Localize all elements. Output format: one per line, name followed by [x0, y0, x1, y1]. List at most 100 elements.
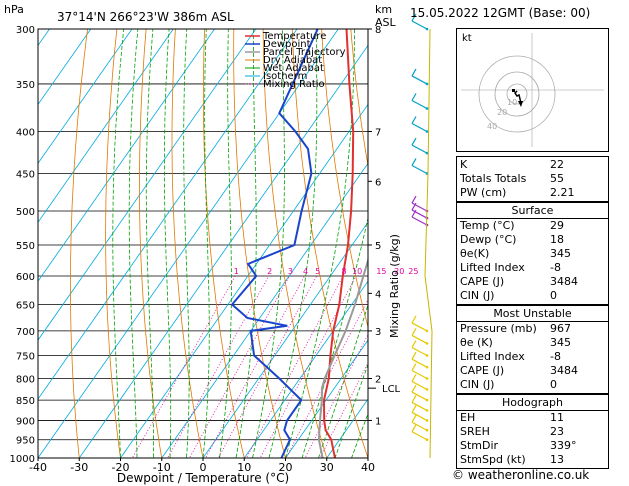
wind-profile-line: [424, 28, 433, 459]
pressure-tick-label: 850: [16, 396, 35, 407]
credit-link[interactable]: © weatheronline.co.uk: [452, 468, 590, 482]
pressure-tick-label: 600: [16, 272, 35, 283]
pressure-tick-label: 750: [16, 351, 35, 362]
legend-label-temperature: Temperature: [262, 31, 326, 42]
x-tick-label: -40: [29, 461, 47, 474]
legend-label-dry-adiabat: Dry Adiabat: [263, 55, 322, 66]
wind-barb-flag: [411, 158, 417, 166]
wind-barb-base: [425, 377, 429, 380]
isotherm-line: [38, 29, 257, 341]
wind-barb-shaft: [411, 391, 428, 401]
km-tick-label: 2: [375, 374, 381, 385]
wind-barb-base: [425, 419, 429, 422]
wind-barb-base: [425, 354, 429, 357]
isotherm-line: [38, 29, 92, 106]
x-tick-label: 10: [237, 461, 251, 474]
mixing-ratio-axis-label: Mixing Ratio (g/kg): [388, 234, 401, 338]
hodograph-ring-label-40: 40: [487, 122, 497, 131]
x-tick-label: 20: [279, 461, 293, 474]
legend-label-dewpoint: Dewpoint: [263, 39, 311, 50]
mixing-ratio-label: 15: [376, 267, 386, 276]
hodograph: kt 10 20 40: [456, 28, 609, 152]
wind-barb-base: [425, 130, 429, 133]
wind-barb-flag: [411, 363, 417, 371]
mu-row-cape: CAPE (J) 3484: [460, 364, 578, 377]
mixing-ratio-line: [304, 333, 368, 458]
dry-adiabat-line: [105, 29, 121, 458]
wind-barb-flag: [411, 384, 417, 393]
hodo-row-eh: EH 11: [460, 411, 564, 424]
pressure-tick-label: 500: [16, 207, 35, 218]
wet-adiabat-line: [145, 29, 154, 458]
pressure-tick-label: 350: [16, 80, 35, 91]
index-row-totals: Totals Totals 55: [460, 172, 564, 185]
wind-barb-shaft: [411, 346, 428, 357]
dry-adiabat-line: [291, 29, 368, 458]
wind-barb-shaft: [411, 75, 428, 85]
wet-adiabat-line: [163, 29, 172, 458]
asl-label: ASL: [375, 16, 397, 29]
wind-barb-base: [425, 151, 429, 155]
wind-barb-flag: [411, 68, 417, 77]
isotherm-line: [38, 29, 339, 458]
hodograph-indices-title: Hodograph: [502, 396, 563, 409]
wind-barb-shaft: [411, 99, 428, 110]
mixing-ratio-label: 5: [315, 267, 320, 276]
isotherm-line: [202, 221, 368, 458]
wind-barb-shaft: [411, 334, 428, 344]
wind-barb-shaft: [411, 216, 428, 226]
wet-adiabat-line: [202, 29, 210, 458]
wind-barb-shaft: [411, 369, 428, 380]
mixing-ratio-line: [188, 275, 290, 458]
legend-label-mixing-ratio: Mixing Ratio: [263, 79, 325, 90]
hodo-row-stmspd: StmSpd (kt) 13: [460, 453, 564, 466]
wind-profile: [411, 13, 433, 459]
wind-barb-base: [425, 409, 429, 412]
isotherm-line: [38, 29, 174, 223]
wind-barb-flag: [411, 328, 417, 336]
surface-box: Surface Temp (°C) 29 Dewp (°C) 18 θe(K) 345…: [456, 202, 609, 305]
km-tick-label: 5: [375, 241, 381, 252]
indices-box: K 22 Totals Totals 55 PW (cm) 2.21: [456, 156, 609, 202]
wind-barb-flag: [411, 116, 417, 124]
isotherm-line: [161, 162, 368, 458]
hodograph-ring-label-10: 10: [507, 98, 517, 107]
wind-barb-shaft: [411, 322, 428, 332]
wind-barb-base: [425, 82, 429, 86]
mu-row-pressure: Pressure (mb) 967: [460, 322, 571, 335]
pressure-unit-label: hPa: [4, 3, 24, 16]
wind-barb-shaft: [411, 380, 428, 390]
x-tick-label: -30: [70, 461, 88, 474]
wind-barb-base: [425, 107, 429, 110]
most-unstable-title: Most Unstable: [493, 307, 572, 320]
mixing-ratio-label: 25: [408, 267, 418, 276]
km-tick-label: 7: [375, 128, 381, 139]
wind-barb-flag: [411, 93, 417, 101]
wind-barb-flag: [411, 315, 417, 324]
pressure-tick-label: 1000: [10, 454, 35, 465]
hodograph-unit-label: kt: [462, 33, 472, 44]
mixing-ratio-label: 4: [303, 267, 308, 276]
wind-barb-flag: [411, 137, 417, 146]
surface-row-cape: CAPE (J) 3484: [460, 275, 578, 288]
wind-barb-flag: [411, 209, 417, 218]
pressure-tick-label: 450: [16, 169, 35, 180]
wind-barb-shaft: [411, 164, 428, 175]
wind-barb-shaft: [411, 122, 428, 133]
hodograph-indices-box: Hodograph EH 11 SREH 23 StmDir 339° StmSpd …: [456, 394, 609, 469]
hodograph-ring-20: [494, 71, 540, 117]
storm-motion-arrow: [518, 101, 523, 107]
hodograph-ring-40: [478, 55, 556, 133]
x-tick-label: -20: [112, 461, 130, 474]
indices-panel: kt 10 20 40 K 22 Totals Totals 55 PW (cm) 2…: [456, 0, 629, 486]
km-tick-label: 8: [375, 25, 381, 36]
dry-adiabat-line: [262, 29, 328, 458]
mixing-ratio-line: [167, 275, 270, 458]
wind-barb-shaft: [411, 20, 428, 30]
hodograph-trace: [514, 90, 522, 104]
wind-barb-base: [425, 438, 429, 442]
mixing-ratio-line: [259, 275, 357, 458]
pressure-tick-label: 700: [16, 327, 35, 338]
wet-adiabat-line: [318, 303, 368, 458]
